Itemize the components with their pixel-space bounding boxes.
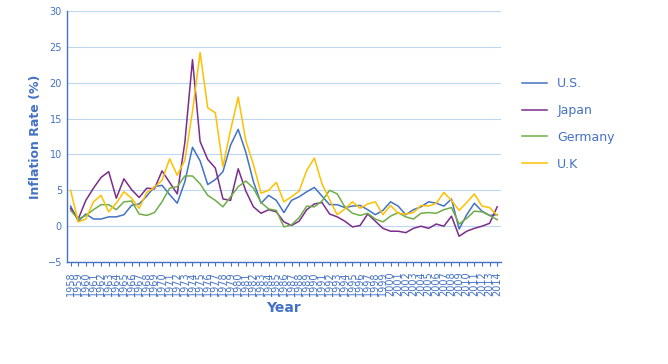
Legend: U.S., Japan, Germany, U.K: U.S., Japan, Germany, U.K (516, 71, 621, 177)
X-axis label: Year: Year (267, 301, 301, 316)
Y-axis label: Inflation Rate (%): Inflation Rate (%) (29, 74, 42, 199)
